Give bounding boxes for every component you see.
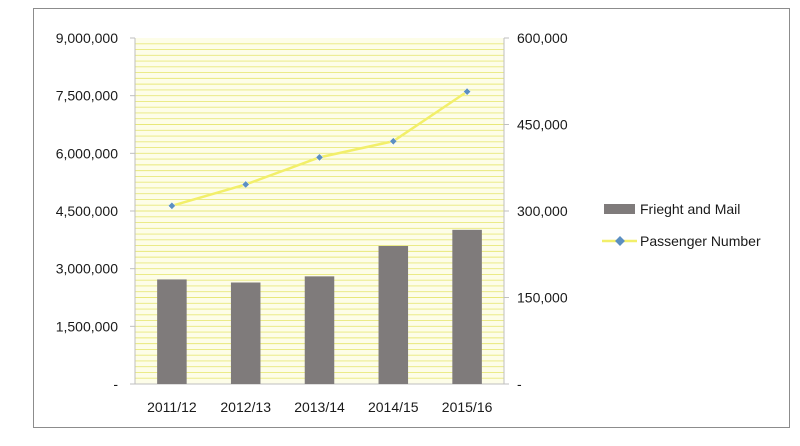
bar	[230, 282, 261, 384]
bar	[378, 245, 409, 384]
right-axis: - 150,000 300,000 450,000 600,000	[504, 30, 568, 392]
x-tick-label: 2012/13	[220, 399, 271, 415]
left-tick-label: 6,000,000	[56, 145, 118, 161]
right-tick-label: 600,000	[517, 30, 568, 46]
gridlines	[135, 43, 504, 379]
legend: Frieght and Mail Passenger Number	[602, 201, 761, 249]
bar	[157, 279, 187, 384]
bar	[452, 229, 482, 384]
line-marker	[315, 153, 324, 162]
bar	[304, 276, 335, 384]
x-tick-label: 2015/16	[442, 399, 493, 415]
legend-label-passenger: Passenger Number	[640, 233, 761, 249]
left-tick-label: -	[113, 376, 118, 392]
left-tick-label: 9,000,000	[56, 30, 118, 46]
right-tick-label: 300,000	[517, 203, 568, 219]
line-marker	[463, 87, 472, 96]
left-tick-label: 3,000,000	[56, 261, 118, 277]
line-marker	[167, 201, 176, 210]
right-tick-label: -	[517, 376, 522, 392]
line-marker	[389, 137, 398, 146]
left-tick-label: 7,500,000	[56, 88, 118, 104]
x-tick-label: 2011/12	[147, 399, 197, 415]
line-markers	[167, 87, 472, 210]
line-marker	[241, 180, 250, 189]
right-tick-label: 450,000	[517, 117, 568, 133]
left-axis: - 1,500,000 3,000,000 4,500,000 6,000,000 7,5…	[56, 30, 135, 392]
bar-series	[157, 229, 482, 384]
legend-marker-passenger	[615, 236, 625, 246]
legend-swatch-frieght	[604, 204, 635, 214]
x-tick-label: 2014/15	[368, 399, 419, 415]
right-tick-label: 150,000	[517, 290, 568, 306]
x-tick-label: 2013/14	[294, 399, 345, 415]
left-tick-label: 4,500,000	[56, 203, 118, 219]
x-axis: 2011/12 2012/13 2013/14 2014/15 2015/16	[147, 399, 493, 415]
legend-label-frieght: Frieght and Mail	[640, 201, 740, 217]
left-tick-label: 1,500,000	[56, 318, 118, 334]
